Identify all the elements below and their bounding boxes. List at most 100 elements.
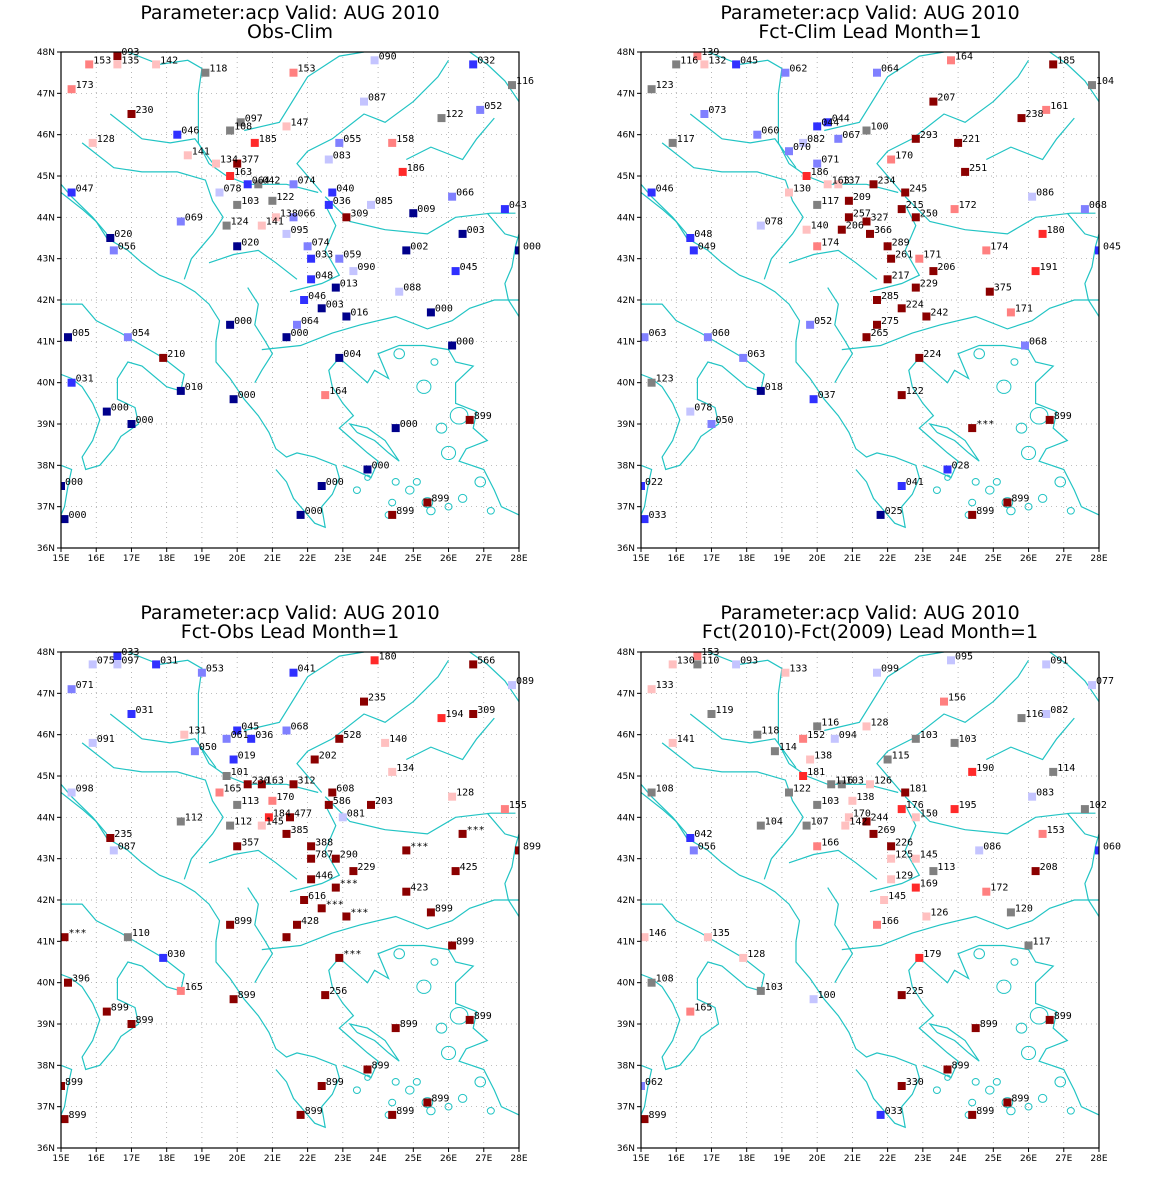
- station-value-label: 171: [923, 250, 941, 261]
- station-marker: [229, 395, 238, 404]
- station-marker: [215, 788, 224, 797]
- station-marker: [61, 515, 69, 524]
- station-marker: [834, 180, 843, 189]
- coastline: [661, 742, 804, 880]
- station-marker: [264, 813, 273, 822]
- island: [1015, 1022, 1028, 1034]
- island: [1029, 1006, 1049, 1025]
- lon-tick-label: 26E: [440, 1154, 457, 1164]
- station-marker: [123, 933, 132, 942]
- station-value-label: 000: [136, 415, 154, 426]
- station-value-label: 176: [906, 800, 924, 811]
- island: [996, 379, 1012, 394]
- station-marker: [873, 320, 881, 329]
- island: [440, 445, 457, 461]
- station-value-label: 113: [937, 862, 955, 873]
- island: [1001, 1097, 1014, 1108]
- station-marker: [61, 1082, 65, 1090]
- island: [1001, 497, 1014, 508]
- lon-tick-label: 20E: [229, 1154, 246, 1164]
- station-value-label: 215: [906, 200, 924, 211]
- island: [1024, 502, 1033, 511]
- station-value-label: 118: [209, 64, 227, 75]
- station-value-label: 134: [396, 763, 414, 774]
- station-value-label: 114: [779, 742, 797, 753]
- station-marker: [1024, 941, 1033, 950]
- island: [457, 493, 468, 503]
- lat-tick-label: 48N: [37, 48, 55, 58]
- station-value-label: 528: [343, 730, 361, 741]
- station-marker: [968, 1110, 977, 1119]
- station-marker: [1028, 192, 1037, 201]
- station-marker: [668, 138, 677, 147]
- station-marker: [799, 138, 808, 147]
- station-value-label: 208: [1040, 862, 1058, 873]
- station-marker: [1095, 846, 1099, 855]
- station-marker: [873, 296, 881, 304]
- station-value-label: 134: [220, 155, 238, 166]
- station-value-label: 251: [969, 163, 987, 174]
- station-marker: [500, 805, 509, 814]
- lat-tick-label: 38N: [37, 461, 55, 471]
- station-marker: [391, 424, 400, 433]
- station-marker: [1003, 498, 1012, 507]
- station-value-label: 138: [856, 792, 874, 803]
- station-marker: [866, 229, 874, 238]
- coastline: [869, 204, 921, 293]
- station-marker: [448, 341, 457, 350]
- station-value-label: 095: [291, 225, 309, 236]
- station-value-label: 163: [266, 775, 284, 786]
- station-marker: [324, 800, 333, 809]
- lat-tick-label: 38N: [617, 1061, 635, 1071]
- lat-tick-label: 40N: [37, 979, 55, 989]
- lon-tick-label: 19E: [193, 1154, 210, 1164]
- station-value-label: 155: [509, 800, 527, 811]
- station-value-label: 000: [291, 328, 309, 339]
- station-marker: [641, 333, 649, 342]
- station-marker: [785, 188, 793, 197]
- station-value-label: 056: [118, 241, 136, 252]
- station-value-label: 110: [701, 655, 719, 666]
- station-value-label: 068: [1089, 200, 1107, 211]
- station-marker: [703, 333, 712, 342]
- coastline: [81, 742, 224, 880]
- station-value-label: 004: [343, 349, 361, 360]
- island: [412, 478, 421, 486]
- station-marker: [837, 225, 846, 234]
- station-value-label: ***: [410, 841, 428, 852]
- station-marker: [286, 813, 294, 822]
- station-marker: [465, 1015, 474, 1024]
- station-marker: [802, 225, 811, 234]
- station-marker: [426, 308, 435, 317]
- station-marker: [67, 378, 76, 387]
- station-marker: [1028, 792, 1037, 801]
- station-marker: [247, 734, 256, 743]
- station-value-label: 070: [793, 142, 811, 153]
- station-marker: [500, 205, 509, 214]
- lon-tick-label: 28E: [510, 1154, 527, 1164]
- station-value-label: 115: [892, 751, 910, 762]
- coastline: [208, 249, 298, 280]
- station-marker: [317, 904, 326, 913]
- station-value-label: 165: [224, 784, 242, 795]
- station-value-label: 033: [315, 250, 333, 261]
- station-value-label: 117: [821, 196, 839, 207]
- station-marker: [458, 829, 467, 838]
- station-value-label: 290: [340, 850, 358, 861]
- lon-tick-label: 21E: [844, 1154, 861, 1164]
- station-marker: [929, 267, 938, 276]
- lon-tick-label: 23E: [914, 1154, 931, 1164]
- station-value-label: 090: [379, 51, 397, 62]
- station-marker: [109, 846, 118, 855]
- station-marker: [799, 734, 808, 743]
- station-value-label: 140: [811, 221, 829, 232]
- station-marker: [469, 60, 478, 69]
- lat-tick-label: 41N: [617, 337, 635, 347]
- lon-tick-label: 28E: [1090, 1154, 1107, 1164]
- station-marker: [689, 246, 698, 255]
- station-marker: [732, 60, 741, 69]
- island: [444, 1102, 453, 1111]
- coastline: [208, 849, 298, 880]
- station-value-label: 128: [97, 134, 115, 145]
